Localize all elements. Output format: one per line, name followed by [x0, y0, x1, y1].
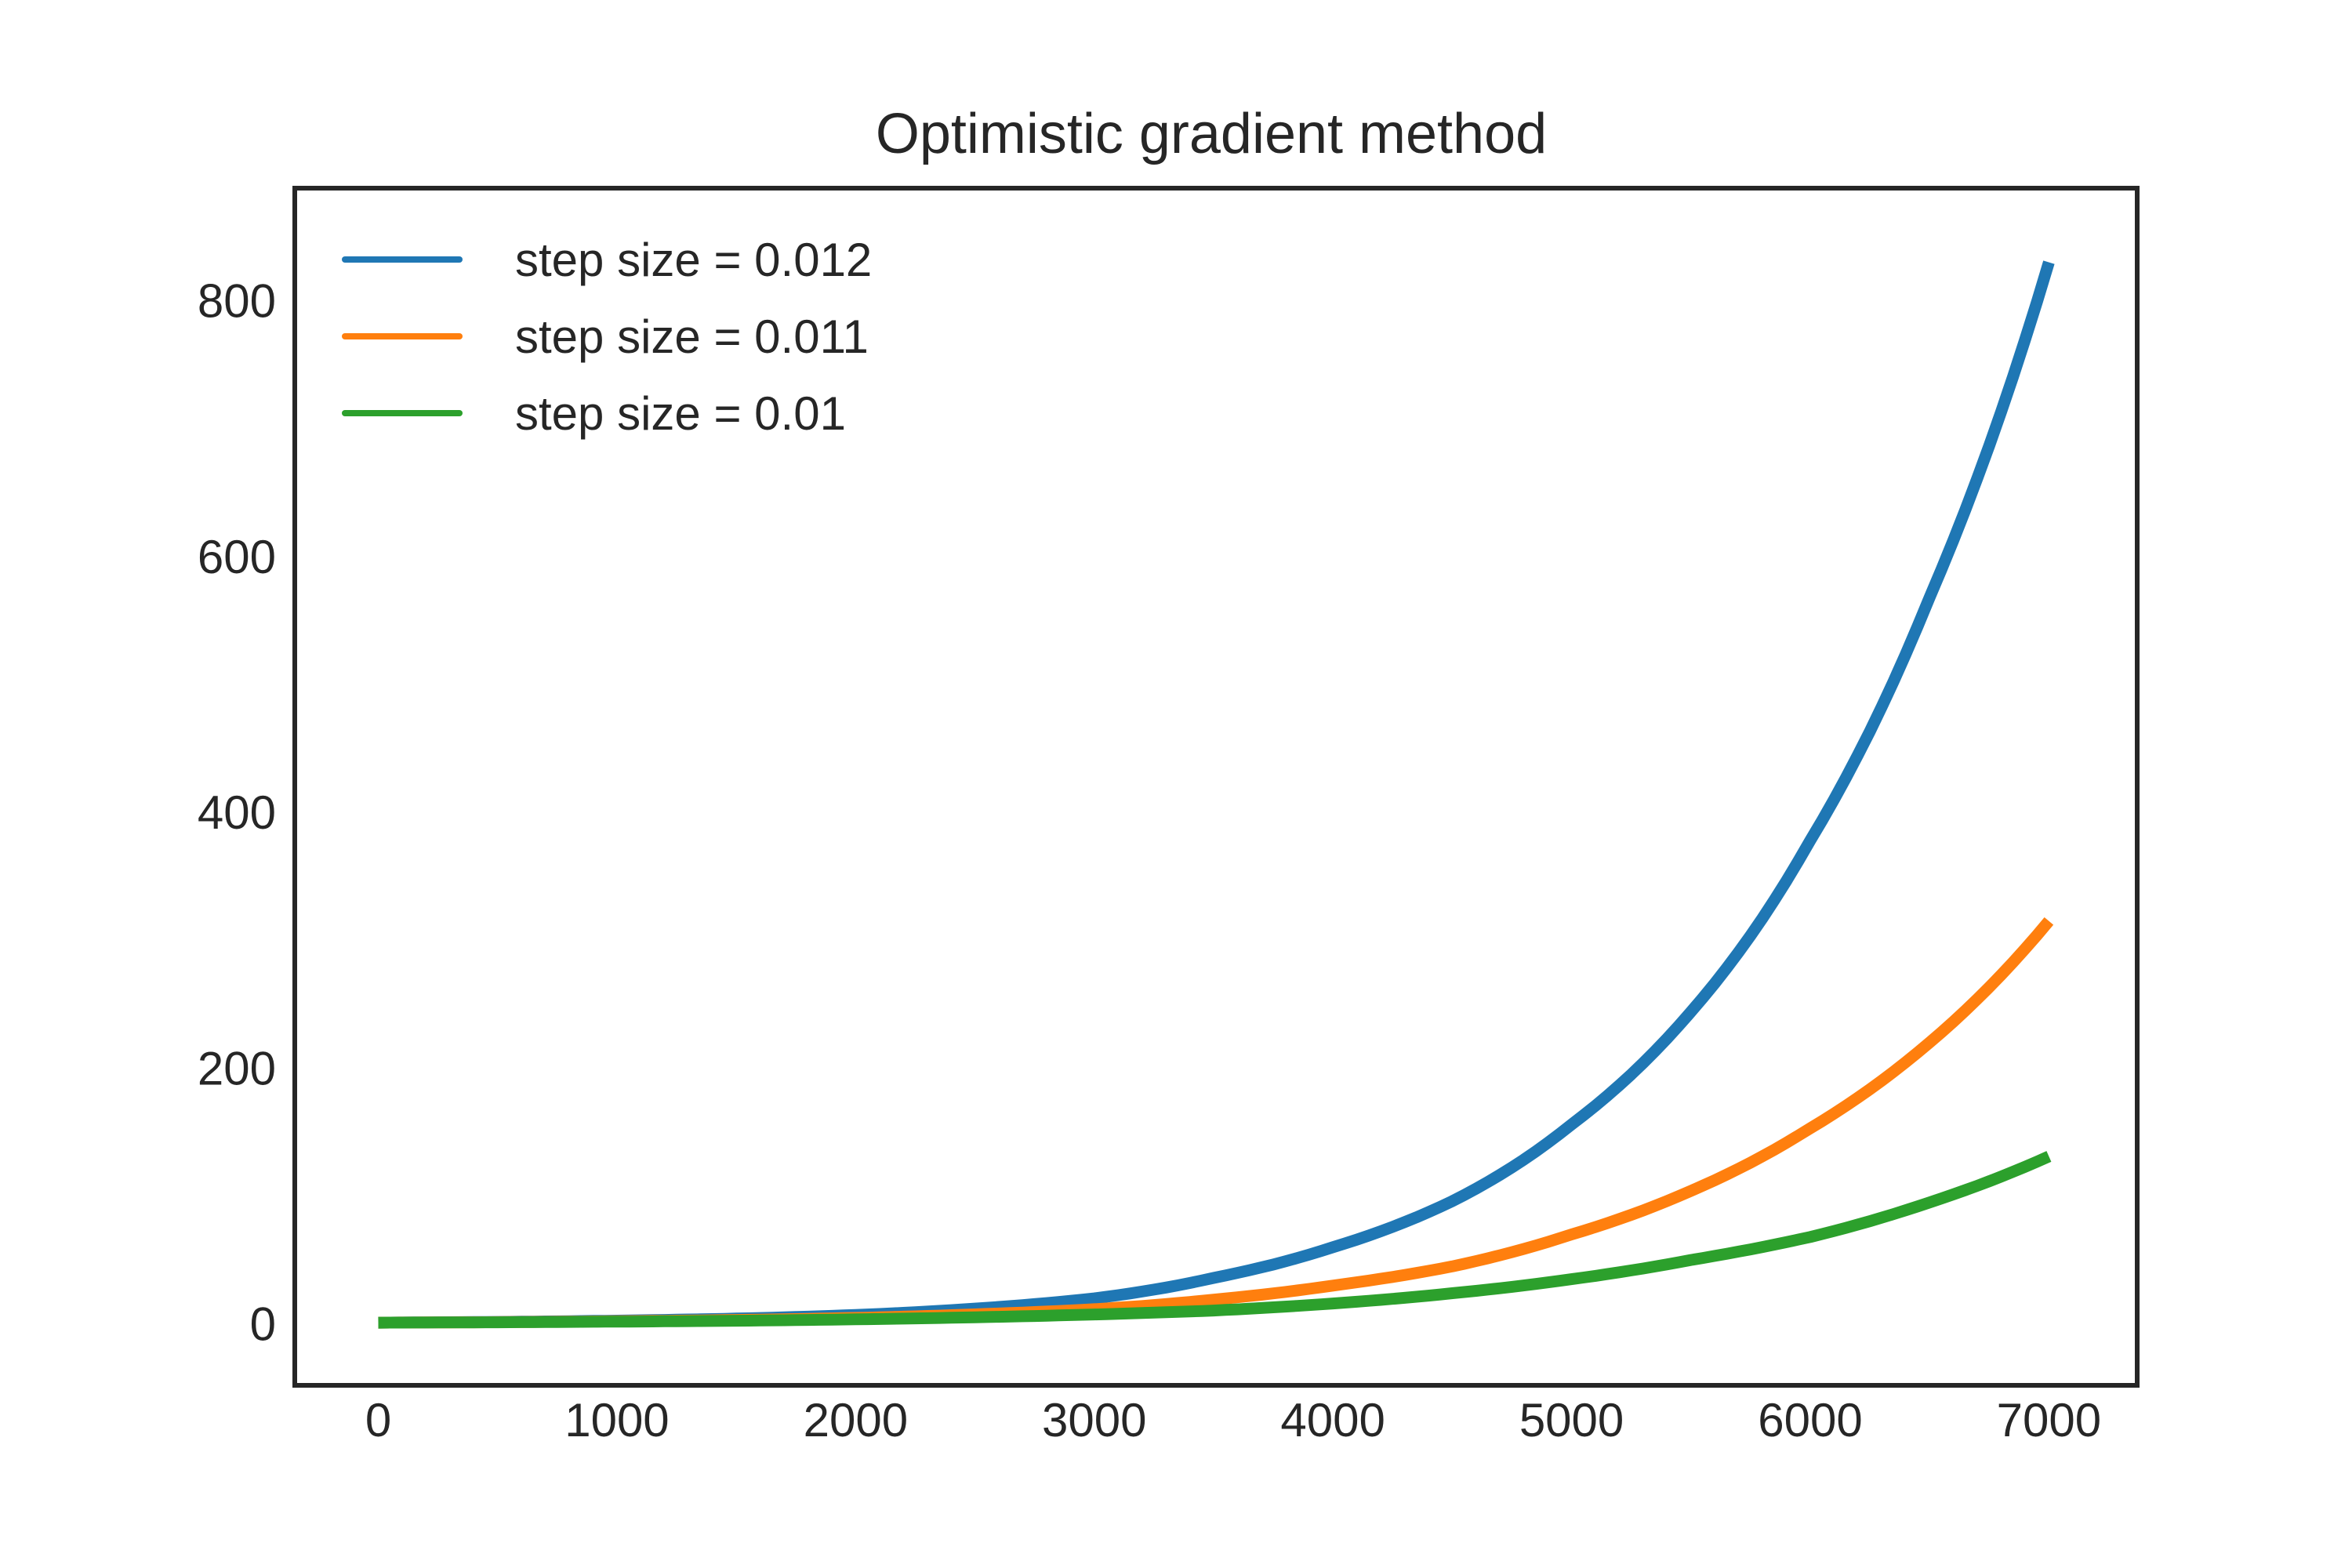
y-tick-label: 0 [250, 1298, 276, 1351]
y-tick-label: 600 [198, 531, 276, 583]
legend-label-0: step size = 0.012 [515, 234, 872, 286]
plot-frame [292, 186, 2140, 1388]
series-line-2 [378, 1151, 2052, 1329]
x-tick-label: 6000 [1758, 1394, 1862, 1446]
chart-title: Optimistic gradient method [876, 103, 1547, 165]
x-tick-label: 1000 [564, 1394, 669, 1446]
series-layer [378, 260, 2055, 1329]
x-tick-label: 5000 [1519, 1394, 1624, 1446]
x-tick-label: 0 [365, 1394, 391, 1446]
legend-label-2: step size = 0.01 [515, 387, 846, 440]
x-tick-label: 7000 [1997, 1394, 2101, 1446]
legend: step size = 0.012 step size = 0.011 step s… [342, 234, 872, 440]
y-tick-label: 800 [198, 275, 276, 328]
x-tick-label: 4000 [1280, 1394, 1385, 1446]
y-tick-label: 400 [198, 786, 276, 839]
legend-label-1: step size = 0.011 [515, 310, 869, 363]
x-tick-label: 2000 [804, 1394, 908, 1446]
y-tick-label: 200 [198, 1042, 276, 1094]
tick-layer: 0 1000 2000 3000 4000 5000 6000 7000 0 200 400 600 8… [198, 275, 2101, 1446]
x-tick-label: 3000 [1042, 1394, 1146, 1446]
